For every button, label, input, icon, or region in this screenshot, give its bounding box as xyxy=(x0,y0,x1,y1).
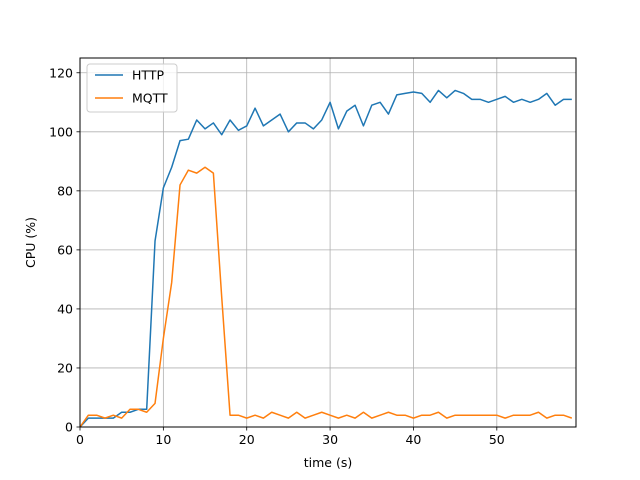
y-tick-label: 80 xyxy=(57,183,73,198)
x-tick-label: 10 xyxy=(155,432,171,447)
y-tick-label: 120 xyxy=(49,65,73,80)
y-tick-label: 60 xyxy=(57,242,73,257)
legend-label-http: HTTP xyxy=(132,68,164,83)
y-tick-label: 40 xyxy=(57,301,73,316)
y-axis-label: CPU (%) xyxy=(23,217,38,268)
y-tick-label: 20 xyxy=(57,360,73,375)
x-tick-label: 20 xyxy=(239,432,255,447)
y-tick-label: 0 xyxy=(65,420,73,435)
plot-frame xyxy=(79,57,577,428)
series-lines xyxy=(79,89,573,428)
series-line-http xyxy=(79,89,572,428)
x-axis-ticks: 0 10 20 30 40 50 xyxy=(76,427,505,447)
legend-box xyxy=(86,63,178,113)
x-tick-label: 0 xyxy=(76,432,84,447)
x-tick-label: 50 xyxy=(489,432,505,447)
y-tick-label: 100 xyxy=(49,124,73,139)
x-axis-label: time (s) xyxy=(304,455,352,470)
plot-area xyxy=(80,58,576,427)
legend-label-mqtt: MQTT xyxy=(132,91,168,106)
series-line-mqtt xyxy=(79,166,573,428)
x-tick-label: 30 xyxy=(322,432,338,447)
y-axis-ticks: 0 20 40 60 80 100 120 xyxy=(49,65,80,435)
x-tick-label: 40 xyxy=(405,432,421,447)
legend: HTTP MQTT xyxy=(86,63,178,113)
